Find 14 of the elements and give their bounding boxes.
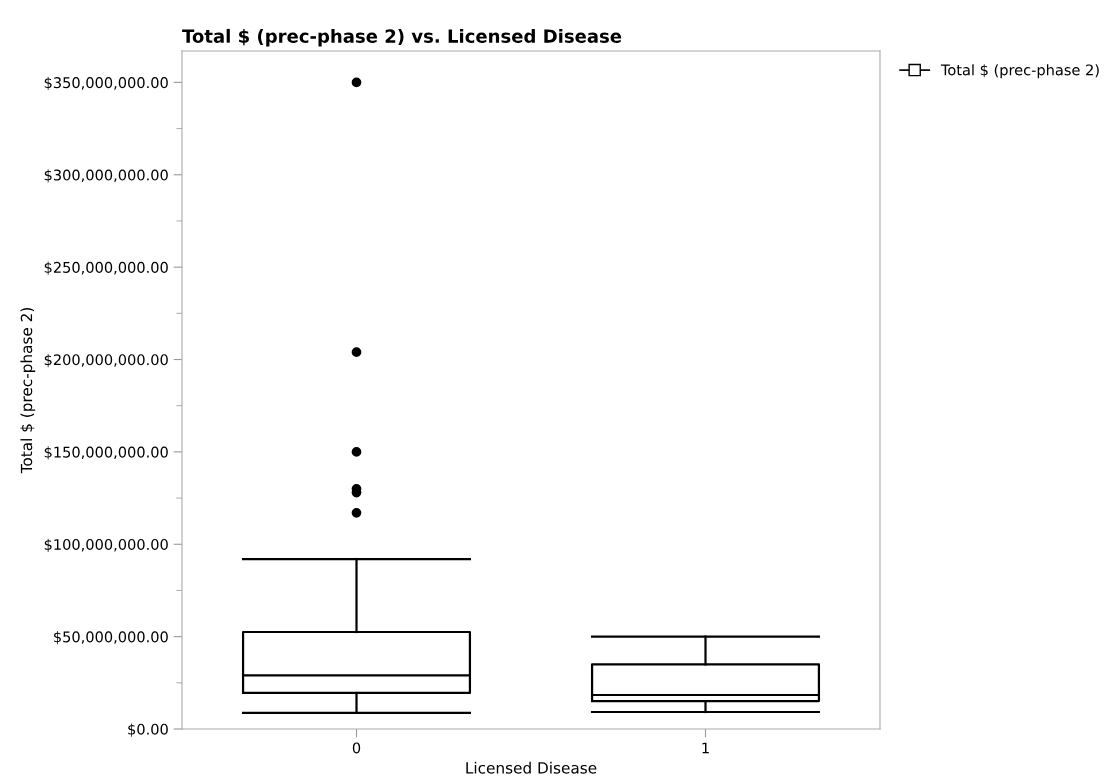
y-tick-label: $50,000,000.00 <box>54 631 168 645</box>
y-tick-label: $350,000,000.00 <box>44 76 168 91</box>
y-tick-label: $200,000,000.00 <box>44 353 168 368</box>
y-tick-label: $0.00 <box>128 723 168 737</box>
y-tick-label: $100,000,000.00 <box>44 538 168 552</box>
chart-title: Total $ (prec-phase 2) vs. Licensed Disease <box>182 28 622 47</box>
legend-label: Total $ (prec-phase 2) <box>940 64 1099 79</box>
x-axis-title: Licensed Disease <box>466 761 597 774</box>
y-tick-label: $300,000,000.00 <box>44 169 168 183</box>
y-axis-title: Total $ (prec-phase 2) <box>20 307 36 474</box>
x-tick-label: 1 <box>702 742 709 754</box>
y-tick-label: $250,000,000.00 <box>44 261 168 275</box>
y-tick-label: $150,000,000.00 <box>44 446 168 460</box>
x-tick-label: 0 <box>352 742 361 754</box>
